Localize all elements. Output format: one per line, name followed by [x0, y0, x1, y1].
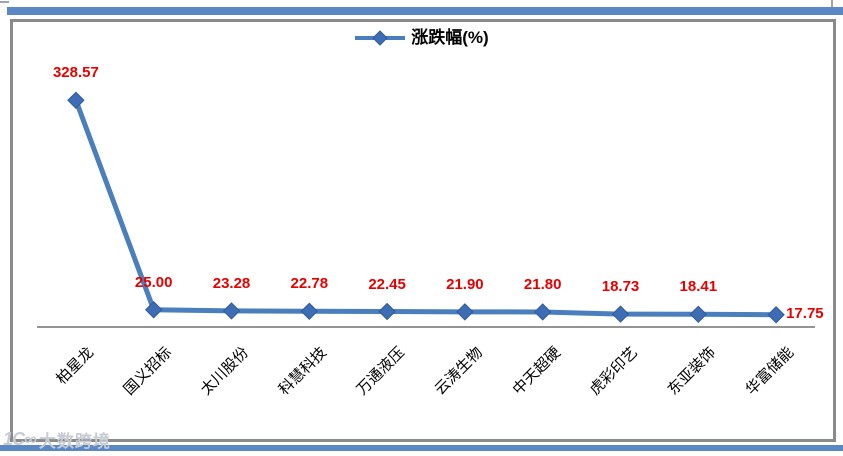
table-corner-mark-right	[831, 0, 833, 13]
category-label: 中天超硬	[509, 344, 564, 399]
data-label: 18.73	[601, 278, 640, 296]
data-label: 328.57	[52, 64, 99, 82]
category-label: 太川股份	[198, 344, 253, 399]
category-label: 云涛生物	[431, 344, 486, 399]
category-label: 东亚装饰	[664, 344, 720, 399]
watermark: 1C∞ 大数跨境	[3, 427, 111, 452]
data-label: 18.41	[679, 278, 718, 296]
data-label: 23.28	[212, 274, 251, 292]
category-label: 虎彩印艺	[587, 344, 642, 399]
table-border-bottom	[0, 445, 843, 451]
legend-line-marker-icon	[355, 30, 406, 47]
data-label: 22.78	[290, 275, 329, 293]
legend-label: 涨跌幅(%)	[411, 28, 489, 47]
watermark-text: 大数跨境	[38, 432, 111, 451]
category-label: 科慧科技	[275, 344, 331, 399]
data-label: 21.80	[523, 275, 562, 293]
category-label: 柏星龙	[53, 344, 97, 388]
category-label: 国义招标	[120, 344, 175, 399]
data-label: 21.90	[446, 275, 484, 293]
chart-legend[interactable]: 涨跌幅(%)	[0, 28, 843, 48]
table-corner-mark-left	[0, 1, 9, 3]
data-label: 17.75	[786, 304, 824, 322]
watermark-logo-icon: 1C∞	[3, 429, 37, 449]
data-label: 25.00	[134, 273, 173, 291]
category-label: 万通液压	[353, 344, 409, 399]
table-border-top	[7, 7, 843, 15]
data-label: 22.45	[368, 275, 406, 293]
category-label: 华富储能	[742, 344, 798, 399]
